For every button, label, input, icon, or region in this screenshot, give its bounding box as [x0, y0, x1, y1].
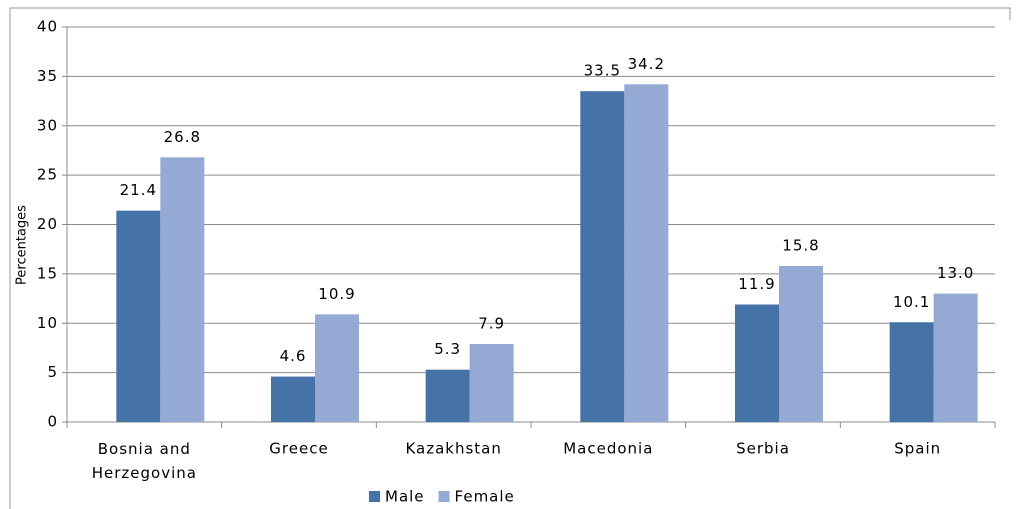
bar	[933, 293, 978, 422]
bar	[624, 84, 669, 423]
legend-label: Female	[455, 488, 515, 506]
value-label: 10.9	[318, 285, 355, 303]
x-tick-label: Bosnia and Herzegovina	[92, 440, 197, 482]
y-tick-label: 30	[37, 116, 58, 134]
value-label: 4.6	[280, 347, 307, 365]
bar	[271, 376, 315, 422]
value-label: 10.1	[893, 293, 930, 311]
bar	[425, 369, 470, 422]
value-label: 5.3	[434, 340, 461, 358]
legend-label: Male	[385, 488, 425, 506]
y-tick-label: 25	[37, 166, 58, 184]
bar	[315, 314, 359, 422]
value-label: 7.9	[478, 314, 505, 332]
bar	[779, 265, 823, 422]
value-label: 13.0	[937, 264, 974, 282]
x-tick-label: Macedonia	[563, 440, 653, 458]
bar	[160, 157, 205, 422]
x-tick-label: Kazakhstan	[405, 440, 501, 458]
y-tick-label: 20	[37, 215, 58, 233]
bar	[116, 210, 161, 422]
value-label: 26.8	[164, 128, 201, 146]
y-tick-label: 40	[37, 18, 58, 36]
bar	[889, 322, 934, 422]
value-label: 34.2	[628, 55, 665, 73]
value-label: 11.9	[738, 275, 775, 293]
y-tick-label: 35	[37, 67, 58, 85]
value-label: 21.4	[120, 181, 157, 199]
y-tick-label: 15	[37, 264, 58, 282]
value-label: 33.5	[584, 62, 621, 80]
bar	[469, 343, 514, 422]
value-label: 15.8	[782, 236, 819, 254]
y-axis-label: Percentages	[15, 205, 30, 285]
legend-swatch	[438, 491, 450, 502]
x-tick-label: Serbia	[736, 440, 790, 458]
y-tick-label: 5	[47, 363, 58, 381]
x-tick-label: Greece	[269, 440, 328, 458]
bar	[735, 304, 779, 422]
y-tick-label: 0	[47, 413, 58, 431]
chart-frame	[9, 7, 1011, 509]
y-tick-label: 10	[37, 314, 58, 332]
x-tick-label: Spain	[894, 440, 941, 458]
bar	[580, 91, 625, 422]
legend-swatch	[369, 491, 380, 502]
